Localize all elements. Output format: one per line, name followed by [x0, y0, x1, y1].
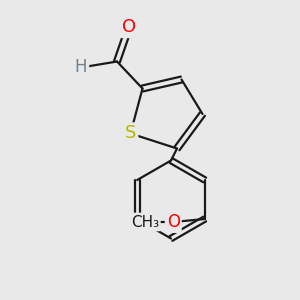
- Text: CH₃: CH₃: [131, 214, 159, 230]
- Text: O: O: [122, 18, 136, 36]
- Text: S: S: [125, 124, 136, 142]
- Text: H: H: [75, 58, 87, 76]
- Text: O: O: [167, 213, 180, 231]
